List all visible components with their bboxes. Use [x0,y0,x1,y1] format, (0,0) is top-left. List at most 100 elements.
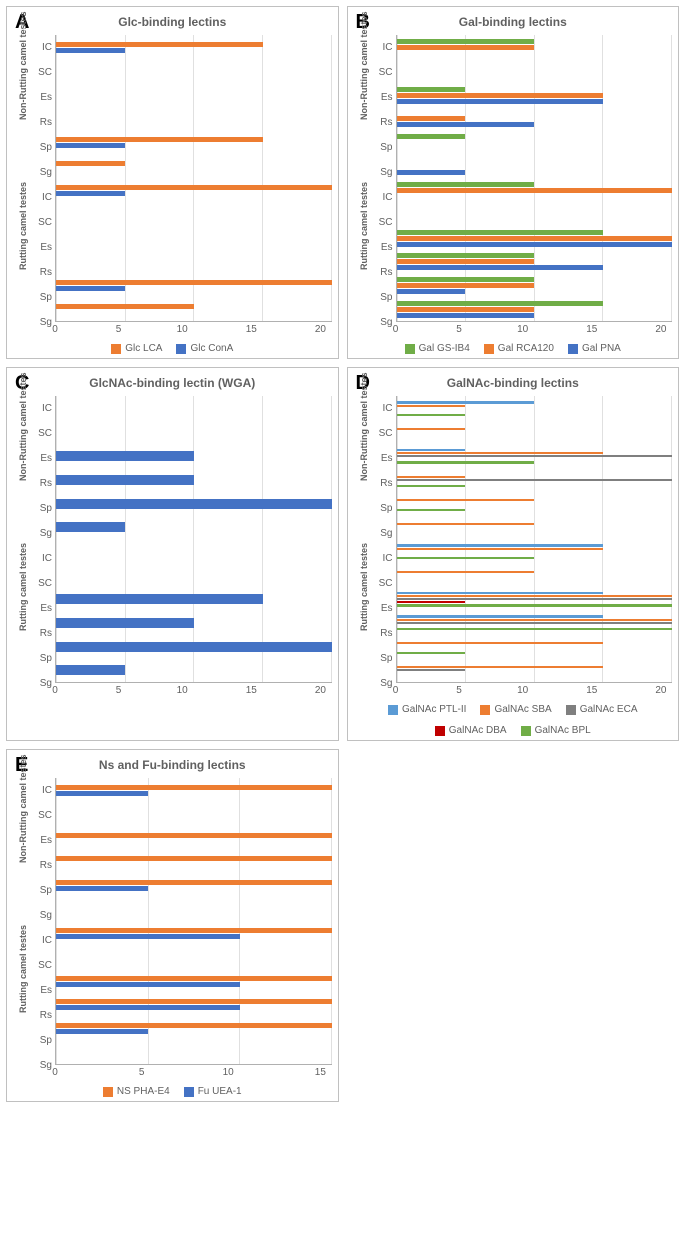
bar [56,143,125,148]
chart-panel: DGalNAc-binding lectinsNon-Rutting camel… [347,367,680,741]
group-label: Non-Rutting camel testes [18,461,28,481]
category-label: Sg [33,903,52,928]
group-label: Rutting camel testes [359,611,369,631]
legend-swatch [176,344,186,354]
bar [397,619,673,621]
chart-title: Ns and Fu-binding lectins [13,758,332,772]
bar [397,666,604,668]
bar [397,93,604,98]
category-label: Es [374,596,393,621]
legend-item: GalNAc ECA [566,704,638,715]
bar [56,499,332,509]
bar [397,230,604,235]
category-label: Sg [374,671,393,696]
bar [397,652,466,654]
bar [397,428,466,430]
legend-label: GalNAc PTL-II [402,704,466,715]
group-label: Non-Rutting camel testes [359,461,369,481]
bar [56,791,148,796]
bar [56,976,332,981]
plot-area [396,35,673,322]
bar [397,277,535,282]
category-label: Sp [374,135,393,160]
bar [397,313,535,318]
plot-area [55,396,332,683]
category-label: Sg [374,310,393,335]
legend-swatch [480,705,490,715]
legend-label: GalNAc DBA [449,725,507,736]
bar [397,45,535,50]
legend-swatch [103,1087,113,1097]
legend-swatch [521,726,531,736]
category-label: Es [374,235,393,260]
group-label: Rutting camel testes [18,993,28,1013]
bar [397,499,535,501]
bar [56,161,125,166]
category-label: Sg [374,521,393,546]
category-label: Es [374,85,393,110]
legend-item: Glc LCA [111,343,162,354]
group-label: Non-Rutting camel testes [18,100,28,120]
category-label: Rs [33,471,52,496]
category-label: IC [33,778,52,803]
legend-swatch [568,344,578,354]
category-label: SC [374,210,393,235]
category-label: Rs [374,110,393,135]
bar [397,615,604,617]
category-label: Rs [374,621,393,646]
bar [56,304,194,309]
chart-panel: AGlc-binding lectinsNon-Rutting camel te… [6,6,339,359]
chart-panel: BGal-binding lectinsNon-Rutting camel te… [347,6,680,359]
legend-item: Gal RCA120 [484,343,554,354]
bar [397,449,466,451]
category-label: Sp [374,496,393,521]
x-axis-ticks: 051015 [55,1067,332,1078]
bar [56,42,263,47]
legend-label: GalNAc ECA [580,704,638,715]
bar [397,116,466,121]
bar [397,39,535,44]
category-label: IC [33,928,52,953]
bar [56,665,125,675]
category-label: Sp [33,135,52,160]
category-label: Sp [374,646,393,671]
bar [397,307,535,312]
bar [397,236,673,241]
bar [56,642,332,652]
bar [397,265,604,270]
bar [397,99,604,104]
bar [397,476,466,478]
legend-swatch [405,344,415,354]
bar [56,928,332,933]
legend-label: Gal GS-IB4 [419,343,470,354]
group-label: Rutting camel testes [359,250,369,270]
category-label: Sg [33,671,52,696]
bar [397,455,673,457]
group-label: Rutting camel testes [18,250,28,270]
category-label: Sp [33,878,52,903]
x-axis-ticks: 05101520 [396,685,673,696]
category-label: Rs [33,621,52,646]
legend-item: Fu UEA-1 [184,1086,242,1097]
bar [397,283,535,288]
bar [397,301,604,306]
category-label: Rs [374,260,393,285]
chart-title: GalNAc-binding lectins [354,376,673,390]
category-label: Sg [33,310,52,335]
category-label: Sp [374,285,393,310]
chart-title: Gal-binding lectins [354,15,673,29]
category-label: IC [374,185,393,210]
category-label: SC [374,60,393,85]
bar [56,280,332,285]
bar [397,509,466,511]
bar [56,785,332,790]
chart-panel: CGlcNAc-binding lectin (WGA)Non-Rutting … [6,367,339,741]
category-label: Sp [33,1028,52,1053]
legend-item: GalNAc SBA [480,704,551,715]
category-label: Sg [33,160,52,185]
group-label: Rutting camel testes [18,611,28,631]
panel-grid: AGlc-binding lectinsNon-Rutting camel te… [6,6,679,1102]
legend-item: NS PHA-E4 [103,1086,170,1097]
category-label: SC [33,421,52,446]
bar [56,185,332,190]
